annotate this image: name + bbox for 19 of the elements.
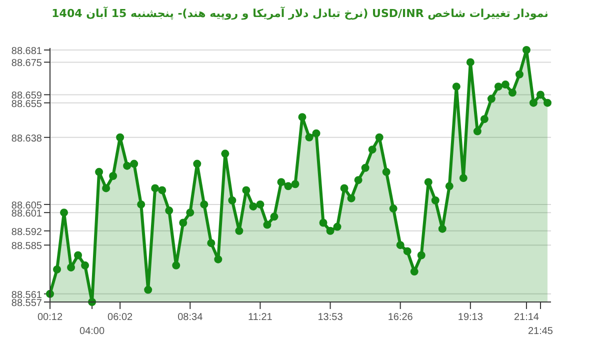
x-tick-label: 13:53 bbox=[318, 312, 344, 323]
x-tick-label: 19:13 bbox=[458, 312, 484, 323]
x-tick-label: 21:14 bbox=[514, 312, 540, 323]
x-tick-label: 21:45 bbox=[528, 326, 554, 337]
y-tick-label: 88.585 bbox=[11, 241, 42, 252]
y-tick-label: 88.638 bbox=[11, 133, 42, 144]
chart-title: نمودار تغییرات شاخص USD/INR (نرخ تبادل دلار آمریکا و روپیه هند)- پنجشنبه 15 آبان 1404 bbox=[52, 6, 548, 20]
x-tick-label: 11:21 bbox=[248, 312, 273, 323]
x-tick-label: 16:26 bbox=[388, 312, 414, 323]
y-tick-label: 88.675 bbox=[11, 58, 42, 70]
y-tick-label: 88.557 bbox=[11, 298, 42, 309]
x-tick-label: 04:00 bbox=[80, 326, 105, 337]
x-tick-label: 06:02 bbox=[108, 312, 134, 323]
x-tick-label: 08:34 bbox=[178, 312, 204, 323]
y-tick-label: 88.601 bbox=[11, 208, 42, 220]
x-tick-label: 00:12 bbox=[37, 312, 63, 323]
y-tick-label: 88.592 bbox=[11, 226, 42, 238]
y-tick-label: 88.681 bbox=[11, 46, 42, 57]
y-tick-label: 88.655 bbox=[11, 98, 42, 110]
